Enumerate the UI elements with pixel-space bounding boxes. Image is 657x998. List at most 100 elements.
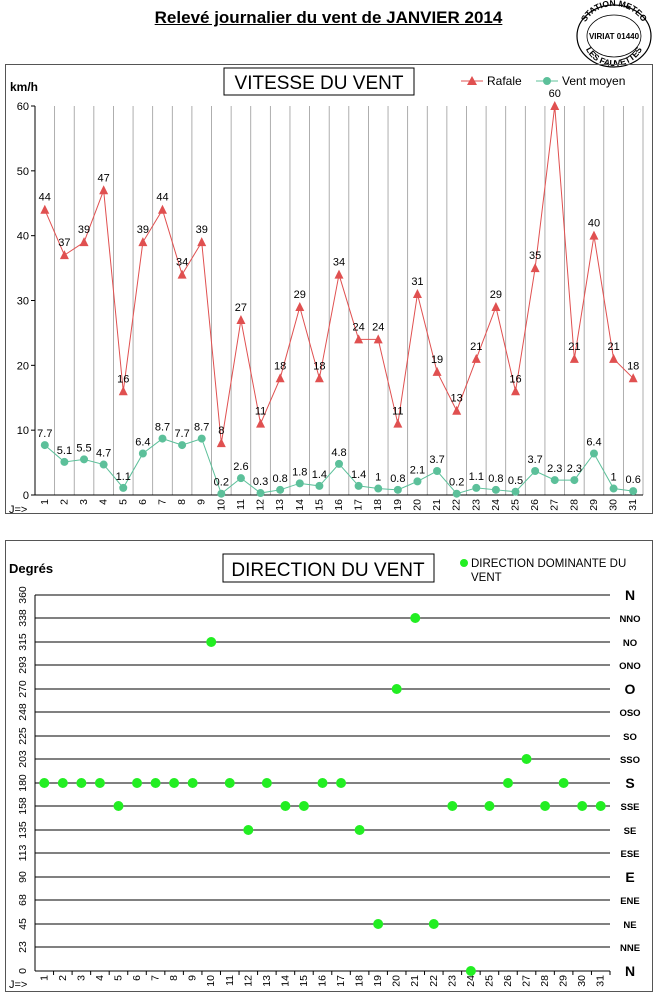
rafale-point — [314, 373, 324, 383]
rafale-legend-marker — [467, 76, 477, 85]
vent-moyen-data-label: 7.7 — [174, 428, 189, 440]
vent-moyen-data-label: 3.7 — [429, 454, 444, 466]
direction-x-tick-label: 17 — [335, 975, 347, 987]
vent-moyen-data-label: 0.3 — [253, 476, 268, 488]
vent-moyen-point — [452, 489, 461, 498]
vent-moyen-data-label: 2.3 — [547, 463, 562, 475]
vent-moyen-data-label: 1.1 — [469, 471, 484, 483]
speed-x-tick-label: 16 — [333, 499, 345, 511]
direction-y-tick-label: 180 — [17, 774, 29, 792]
vent-moyen-data-label: 1.1 — [116, 471, 131, 483]
direction-y-tick-label: 248 — [17, 703, 29, 721]
rafale-point — [471, 353, 481, 363]
direction-y-tick-label: 203 — [17, 750, 29, 768]
vent-moyen-point — [433, 467, 442, 476]
direction-title-box — [222, 553, 435, 583]
vent-moyen-data-label: 2.6 — [233, 461, 248, 473]
legend-direction-label: DIRECTION DOMINANTE DU VENT — [471, 558, 629, 584]
rafale-point — [295, 301, 305, 311]
rafale-data-label: 18 — [313, 360, 325, 372]
vent-moyen-point — [511, 487, 520, 496]
direction-x-tick-label: 1 — [38, 975, 50, 981]
direction-x-tick-label: 28 — [539, 975, 551, 987]
speed-y-tick-label: 40 — [17, 231, 29, 243]
speed-x-tick-label: 2 — [58, 499, 70, 505]
svg-text:STATION METEO: STATION METEO — [579, 0, 650, 24]
rafale-data-label: 44 — [39, 192, 51, 204]
direction-compass-label: NNO — [619, 614, 640, 625]
direction-y-tick-label: 293 — [17, 656, 29, 674]
rafale-data-label: 31 — [411, 276, 423, 288]
vent-moyen-point — [197, 434, 206, 443]
direction-compass-label: S — [625, 775, 634, 791]
vent-moyen-data-label: 0.8 — [390, 473, 405, 485]
speed-y-tick-label: 50 — [17, 166, 29, 178]
vent-moyen-point — [550, 476, 559, 485]
rafale-point — [216, 438, 226, 448]
direction-point — [428, 919, 439, 929]
direction-x-tick-label: 14 — [279, 975, 291, 987]
direction-y-tick-label: 113 — [17, 844, 29, 861]
direction-compass-label: ESE — [620, 849, 639, 860]
direction-y-tick-label: 68 — [17, 894, 29, 906]
vent-moyen-point — [99, 460, 108, 469]
vent-moyen-point — [256, 489, 265, 498]
direction-x-tick-label: 27 — [521, 975, 533, 987]
vent-moyen-point — [60, 457, 69, 466]
rafale-point — [99, 185, 109, 195]
direction-x-tick-label: 24 — [465, 975, 477, 987]
vent-moyen-point — [40, 441, 49, 450]
wind-direction-chart: DIRECTION DU VENT Degrés J=> DIRECTION D… — [5, 540, 653, 992]
rafale-point — [511, 386, 521, 396]
direction-compass-label: NNE — [620, 943, 640, 954]
vent-moyen-data-label: 8.7 — [194, 422, 209, 434]
rafale-point — [79, 237, 89, 247]
vent-moyen-data-label: 6.4 — [586, 437, 601, 449]
rafale-data-label: 16 — [117, 373, 129, 385]
vent-moyen-point — [472, 483, 481, 492]
rafale-point — [334, 269, 344, 279]
speed-x-tick-label: 17 — [353, 499, 365, 511]
direction-compass-label: SSE — [620, 802, 639, 813]
direction-point — [502, 778, 513, 788]
direction-x-tick-label: 13 — [261, 975, 273, 987]
speed-x-tick-label: 6 — [137, 499, 149, 505]
direction-compass-label: SSO — [620, 755, 640, 766]
direction-point — [261, 778, 272, 788]
vent-moyen-point — [138, 449, 147, 458]
vent-moyen-data-label: 1 — [611, 472, 617, 484]
direction-x-tick-label: 16 — [317, 975, 329, 987]
vent-moyen-data-label: 8.7 — [155, 422, 170, 434]
direction-point — [187, 778, 198, 788]
rafale-data-label: 24 — [352, 321, 364, 333]
direction-point — [577, 800, 588, 811]
direction-compass-label: NO — [623, 638, 637, 649]
rafale-data-label: 27 — [235, 302, 247, 314]
rafale-data-label: 21 — [607, 341, 619, 353]
rafale-data-label: 29 — [490, 289, 502, 301]
page-title: Relevé journalier du vent de JANVIER 201… — [154, 8, 503, 27]
rafale-data-label: 18 — [627, 360, 639, 372]
direction-y-tick-label: 315 — [17, 633, 29, 651]
direction-compass-label: ENE — [620, 896, 640, 907]
rafale-point — [236, 314, 246, 324]
vent-moyen-point — [236, 474, 245, 483]
speed-y-tick-label: 0 — [23, 490, 29, 502]
rafale-data-label: 21 — [568, 341, 580, 353]
vent-moyen-data-label: 0.6 — [626, 474, 641, 486]
direction-point — [150, 778, 161, 788]
vent-moyen-point — [80, 455, 89, 464]
direction-compass-label: ONO — [619, 661, 641, 672]
vent-moyen-data-label: 5.5 — [76, 442, 91, 454]
rafale-data-label: 37 — [58, 237, 70, 249]
speed-y-tick-label: 10 — [17, 425, 29, 437]
direction-compass-label: OSO — [619, 708, 640, 719]
vent-moyen-point — [276, 485, 285, 494]
speed-x-axis-label: J=> — [9, 504, 27, 514]
direction-point — [391, 684, 402, 694]
station-stamp: STATION METEO VIRIAT 01440 LES FAUVETTES — [576, 0, 652, 68]
direction-point — [558, 778, 569, 788]
vent-moyen-point — [158, 434, 167, 443]
vent-moyen-point — [374, 484, 383, 493]
rafale-point — [157, 204, 167, 214]
